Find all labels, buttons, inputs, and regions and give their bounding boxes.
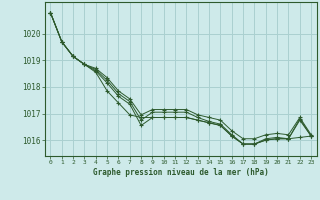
X-axis label: Graphe pression niveau de la mer (hPa): Graphe pression niveau de la mer (hPa): [93, 168, 269, 177]
